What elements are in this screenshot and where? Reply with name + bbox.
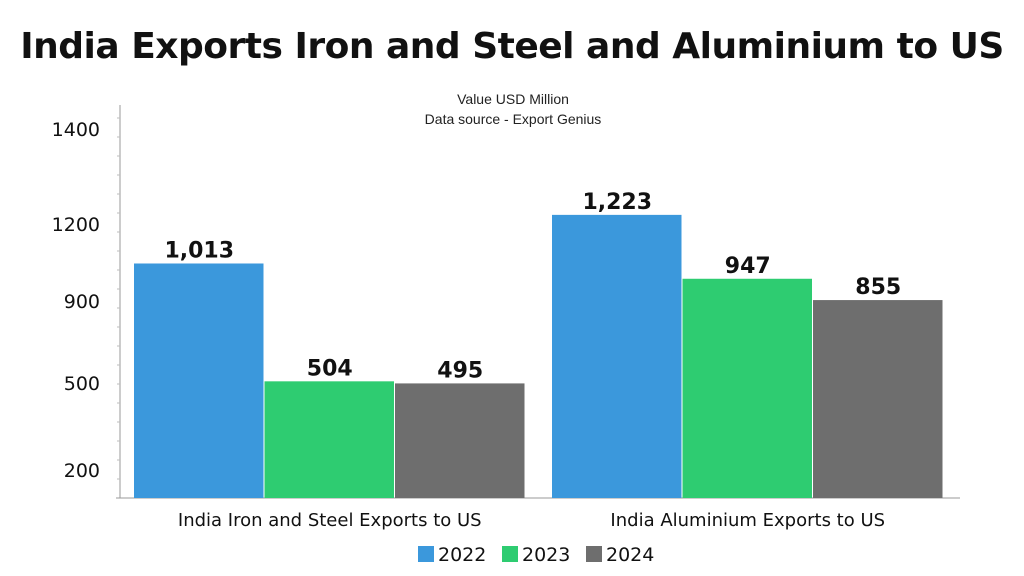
y-tick-label: 1400 [52, 119, 100, 141]
value-labels: 1,013 504 495 1,223 947 855 [164, 190, 901, 384]
legend-label: 2022 [438, 544, 486, 566]
subtitle-line: Data source - Export Genius [425, 111, 602, 127]
data-label: 855 [855, 275, 901, 300]
legend-label: 2023 [522, 544, 570, 566]
data-label: 947 [725, 254, 771, 279]
axes: 1400 1200 900 500 200 India Iron and Steel Ex… [52, 105, 960, 531]
y-tick-label: 900 [64, 291, 100, 313]
bar-2023 [682, 278, 812, 498]
category-label: India Iron and Steel Exports to US [178, 510, 482, 531]
bar-2023 [264, 381, 394, 498]
legend-swatch [418, 546, 434, 562]
legend: 2022 2023 2024 [418, 544, 654, 566]
y-tick-label: 1200 [52, 214, 100, 236]
data-label: 1,013 [164, 238, 234, 263]
legend-swatch [502, 546, 518, 562]
bars [134, 214, 943, 499]
subtitle-line: Value USD Million [457, 91, 569, 107]
chart-subtitle: Value USD Million Data source - Export Ge… [425, 91, 602, 127]
data-label: 495 [437, 358, 483, 383]
y-tick-label: 500 [64, 373, 100, 395]
legend-swatch [586, 546, 602, 562]
bar-2022 [134, 263, 264, 498]
chart-title: India Exports Iron and Steel and Alumini… [20, 26, 1004, 67]
category-label: India Aluminium Exports to US [610, 510, 885, 531]
data-label: 504 [307, 356, 353, 381]
bar-2022 [552, 214, 682, 499]
bar-2024 [395, 383, 525, 498]
legend-label: 2024 [606, 544, 654, 566]
y-tick-label: 200 [64, 460, 100, 482]
data-label: 1,223 [582, 190, 652, 215]
bar-2024 [813, 300, 943, 498]
